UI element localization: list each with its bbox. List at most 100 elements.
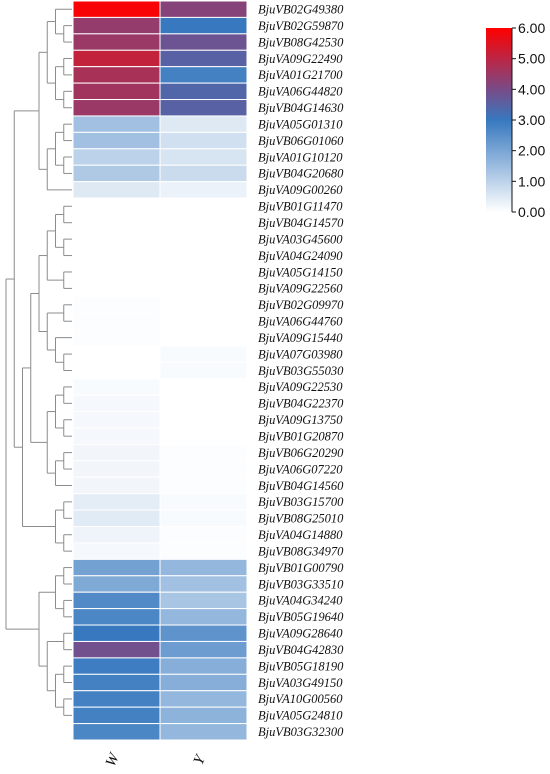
heatmap-cell <box>159 0 248 18</box>
row-dendrogram <box>5 8 72 716</box>
heatmap-cell <box>159 690 248 708</box>
row-label: BjuVB04G14560 <box>258 479 344 493</box>
row-label: BjuVA03G49150 <box>258 676 343 690</box>
row-label: BjuVA01G21700 <box>258 68 343 82</box>
row-label: BjuVA04G24090 <box>258 249 343 263</box>
row-label: BjuVB06G20290 <box>258 446 344 460</box>
heatmap-cell <box>159 246 248 265</box>
colorbar-tick-label: 0.00 <box>518 204 545 220</box>
heatmap-cell <box>72 197 161 215</box>
heatmap-cell <box>72 640 161 659</box>
heatmap-cell <box>159 706 248 725</box>
heatmap-cell <box>159 591 248 610</box>
heatmap-cell <box>72 624 161 642</box>
colorbar-tick-label: 3.00 <box>518 112 545 128</box>
heatmap-cell <box>72 657 161 675</box>
heatmap-cell <box>72 263 161 281</box>
heatmap-cell <box>159 624 248 642</box>
colorbar-tick-label: 5.00 <box>518 51 545 67</box>
row-label: BjuVB04G14570 <box>258 216 344 230</box>
heatmap-cell <box>159 213 248 232</box>
row-label: BjuVA04G14880 <box>258 528 343 542</box>
row-label: BjuVB03G55030 <box>258 364 344 378</box>
heatmap-cell <box>72 99 161 117</box>
row-label: BjuVA05G24810 <box>258 709 343 723</box>
row-label: BjuVB04G14630 <box>258 101 344 115</box>
heatmap-cell <box>159 99 248 117</box>
row-label: BjuVB04G42830 <box>258 643 344 657</box>
heatmap-cell <box>72 476 161 495</box>
row-label: BjuVA09G22490 <box>258 52 343 66</box>
heatmap-cell <box>159 608 248 626</box>
heatmap-cell <box>159 657 248 675</box>
row-label: BjuVA10G00560 <box>258 692 343 706</box>
heatmap-cell <box>159 460 248 478</box>
heatmap-cell <box>72 296 161 314</box>
row-label: BjuVB03G15700 <box>258 495 344 509</box>
heatmap-cell <box>72 542 161 560</box>
heatmap-cell <box>72 493 161 511</box>
heatmap-cell <box>159 378 248 396</box>
heatmap-cell <box>159 427 248 445</box>
row-label: BjuVA06G44820 <box>258 85 343 99</box>
heatmap-cell <box>72 460 161 478</box>
heatmap-cell <box>72 394 161 413</box>
heatmap-cell <box>72 526 161 544</box>
heatmap-cell <box>159 493 248 511</box>
heatmap-cell <box>72 575 161 593</box>
heatmap-cell <box>159 82 248 101</box>
row-label: BjuVA03G45600 <box>258 232 343 246</box>
heatmap-cell <box>72 608 161 626</box>
heatmap-cell <box>72 411 161 429</box>
heatmap-cell <box>72 16 161 35</box>
heatmap-cell <box>159 575 248 593</box>
row-label: BjuVA05G01310 <box>258 117 343 131</box>
heatmap-cell <box>159 526 248 544</box>
heatmap-cell <box>159 230 248 248</box>
row-label: BjuVA04G34240 <box>258 594 343 608</box>
heatmap-cell <box>72 115 161 133</box>
row-label: BjuVA06G07220 <box>258 462 343 476</box>
heatmap-cell <box>72 181 161 199</box>
heatmap-cell <box>72 246 161 265</box>
row-label: BjuVB08G34970 <box>258 544 344 558</box>
heatmap-cell <box>72 148 161 166</box>
heatmap-cell <box>72 328 161 347</box>
row-label: BjuVB04G20680 <box>258 167 344 181</box>
heatmap-cell <box>159 148 248 166</box>
colorbar-gradient <box>486 28 512 212</box>
row-label: BjuVB01G20870 <box>258 429 344 443</box>
heatmap-cell <box>159 328 248 347</box>
row-label: BjuVB08G25010 <box>258 512 344 526</box>
row-label: BjuVB06G01060 <box>258 134 344 148</box>
heatmap-cell <box>72 361 161 380</box>
heatmap-cell <box>159 16 248 35</box>
heatmap-cell <box>72 66 161 84</box>
heatmap-cell <box>159 542 248 560</box>
heatmap-cell <box>159 66 248 84</box>
heatmap-cell <box>72 82 161 101</box>
heatmap-cell <box>159 411 248 429</box>
column-label: Y <box>191 752 210 768</box>
row-label: BjuVA09G22530 <box>258 380 343 394</box>
heatmap-cell <box>72 131 161 150</box>
heatmap-cell <box>159 476 248 495</box>
row-label: BjuVB02G09970 <box>258 298 344 312</box>
colorbar: 0.00 1.00 2.00 3.00 4.00 5.00 6.00 <box>486 20 545 220</box>
row-label: BjuVB03G33510 <box>258 577 344 591</box>
heatmap-cell <box>159 296 248 314</box>
row-label: BjuVB05G19640 <box>258 610 344 624</box>
row-label: BjuVA01G10120 <box>258 150 343 164</box>
row-label: BjuVB02G49380 <box>258 3 344 17</box>
heatmap-cell <box>159 115 248 133</box>
heatmap-cell <box>72 558 161 577</box>
row-label: BjuVB01G11470 <box>258 200 343 214</box>
colorbar-tick-label: 4.00 <box>518 81 545 97</box>
heatmap-cell <box>159 443 248 462</box>
heatmap-cell <box>72 706 161 725</box>
heatmap-cell <box>72 279 161 298</box>
row-label: BjuVA09G22560 <box>258 282 343 296</box>
heatmap-cell <box>159 49 248 68</box>
heatmap-cell <box>72 312 161 330</box>
